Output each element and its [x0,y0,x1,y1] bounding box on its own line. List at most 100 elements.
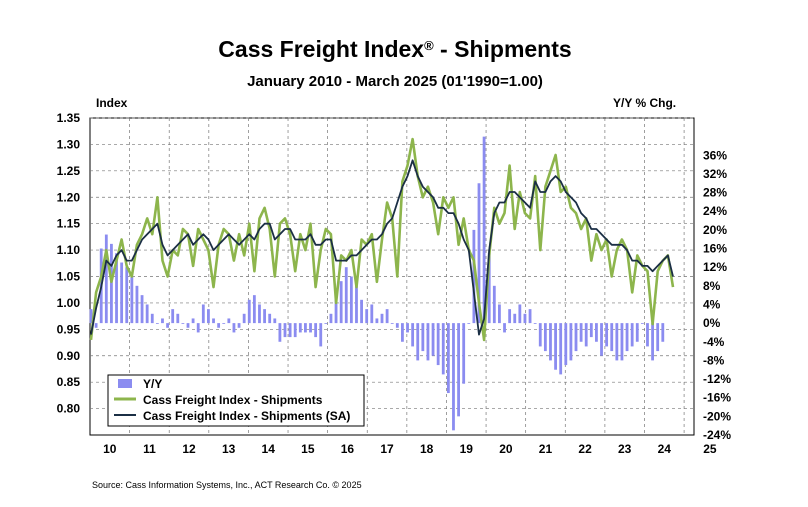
yy-bar [625,323,629,352]
yy-bar [498,304,501,324]
yy-bar [380,313,384,324]
yy-bar [339,281,343,324]
yy-bar [421,323,425,352]
yy-bar [237,323,241,328]
yy-bar [252,295,256,324]
x-axis-tick-label: 25 [703,442,717,456]
yy-bar [605,323,609,347]
x-axis-tick-label: 10 [103,442,117,456]
yy-bar [538,323,542,347]
yy-bar [635,323,639,342]
yy-bar [554,323,557,370]
yy-bar [370,304,374,324]
yy-bar [166,323,169,328]
x-axis-tick-label: 18 [420,442,434,456]
chart-title-registered-mark: ® [424,38,434,53]
left-axis-tick-label: 0.80 [57,402,81,416]
x-axis-tick-label: 12 [182,442,196,456]
yy-bar [661,323,665,342]
yy-bar [150,313,154,324]
right-axis-tick-label: -24% [703,428,731,442]
yy-bar [518,304,522,324]
source-note: Source: Cass Information Systems, Inc., … [92,480,362,490]
yy-bar [278,323,282,342]
yy-bar [406,323,409,333]
yy-bar [411,323,415,347]
x-axis-tick-label: 13 [222,442,236,456]
yy-bar [487,253,491,324]
yy-bar [508,309,512,324]
yy-bar [543,323,547,352]
legend-swatch-yy [118,379,132,388]
yy-bar [115,253,118,324]
chart-title-suffix: - Shipments [433,36,572,62]
right-axis-tick-label: 32% [703,167,727,181]
yy-bar [360,299,363,324]
yy-bar [467,323,471,324]
yy-bar [595,323,598,342]
right-axis-tick-label: 0% [703,316,721,330]
yy-bar [329,313,333,324]
yy-bar [298,323,302,333]
legend-label-yy: Y/Y [143,377,162,391]
left-axis-tick-label: 1.15 [57,217,81,231]
x-axis-tick-label: 19 [460,442,474,456]
right-axis-tick-label: 36% [703,148,727,162]
yy-bar [171,309,175,324]
yy-bar [482,136,486,324]
yy-bar [293,323,297,338]
right-axis-tick-label: -16% [703,391,731,405]
yy-bar [207,309,210,324]
right-axis-tick-label: -12% [703,372,731,386]
right-axis-tick-label: 28% [703,186,727,200]
yy-bar [375,318,379,324]
right-axis-tick-label: -8% [703,353,725,367]
yy-bar [513,313,517,324]
right-axis-tick-label: 20% [703,223,727,237]
yy-bar [314,323,318,338]
right-axis-tick-label: 24% [703,204,727,218]
yy-bar [589,323,593,338]
x-axis-tick-label: 17 [380,442,394,456]
yy-bar [191,318,195,324]
yy-bar [651,323,654,361]
yy-bar [523,313,527,324]
yy-bar [247,299,251,324]
yy-bar [273,318,277,324]
right-axis-tick-label: 8% [703,279,721,293]
left-axis-tick-label: 1.20 [57,190,81,204]
legend-box [107,374,365,427]
series-line-shipments [89,137,675,342]
chart-title-text: Cass Freight Index [218,36,425,62]
yy-bar [212,318,215,324]
left-axis-ticks: 0.80 0.85 0.90 0.95 1.00 1.05 1.10 1.15 1.20 1.25… [57,111,81,416]
series-line-shipments-sa [90,159,674,336]
x-axis-ticks: 10 11 12 13 14 15 16 17 18 19 20 21 22 23 24 25 [103,442,717,456]
yy-bar [395,323,399,328]
left-axis-tick-label: 1.05 [57,270,81,284]
legend-label-shipments-sa: Cass Freight Index - Shipments (SA) [143,409,350,423]
yy-bar [135,285,139,324]
yy-bar [630,323,634,347]
yy-bar [349,276,353,324]
left-axis-tick-label: 0.90 [57,349,81,363]
yy-bar [600,323,603,356]
yy-bar [492,285,496,324]
yy-bar [186,323,190,328]
right-axis-tick-label: 16% [703,242,727,256]
right-axis-tick-label: -4% [703,335,725,349]
yy-bar [145,304,149,324]
yy-bar [457,323,460,417]
yy-bar [334,290,338,324]
yy-bar [559,323,563,375]
yy-bar [288,323,292,338]
yy-bar [161,318,164,324]
yy-bar [477,183,481,324]
right-axis-tick-label: 12% [703,260,727,274]
left-axis-tick-label: 1.25 [57,164,81,178]
x-axis-tick-label: 14 [262,442,276,456]
yy-bar [549,323,552,361]
yy-bar [309,323,312,333]
left-axis-tick-label: 1.00 [57,296,81,310]
yy-bar [472,229,476,324]
